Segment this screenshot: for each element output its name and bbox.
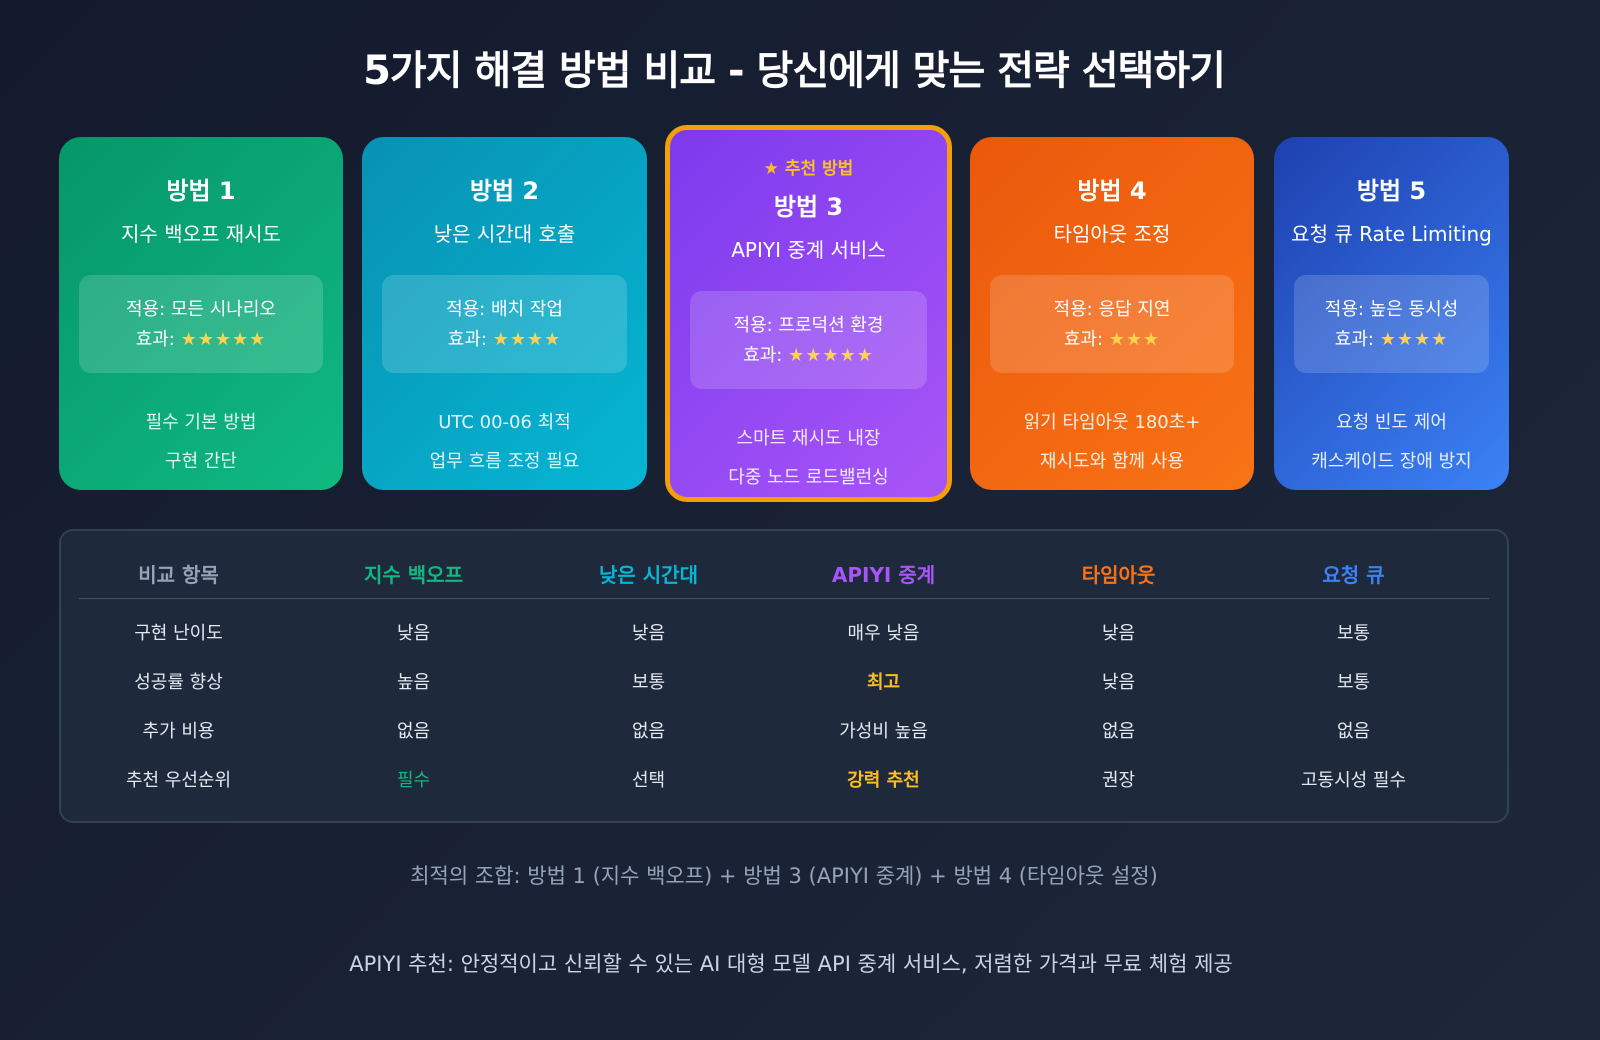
table-cell: 추천 우선순위: [125, 770, 232, 791]
method-subtitle: APIYI 중계 서비스: [731, 238, 886, 262]
method-note: 업무 흐름 조정 필요: [429, 451, 580, 472]
table-row: 성공률 향상 높음 보통 최고 낮음 보통: [61, 668, 1507, 698]
table-cell: 추가 비용: [142, 721, 215, 742]
header-divider: [79, 598, 1489, 599]
apiyi-recommendation-text: APIYI 추천: 안정적이고 신뢰할 수 있는 AI 대형 모델 API 중계…: [349, 952, 1233, 976]
table-cell: 강력 추천: [847, 770, 920, 791]
column-header: 타임아웃: [1081, 563, 1156, 587]
method-subtitle: 지수 백오프 재시도: [121, 222, 281, 246]
method-note: UTC 00-06 최적: [438, 412, 571, 433]
method-subtitle: 타임아웃 조정: [1053, 222, 1171, 246]
table-cell: 낮음: [1101, 672, 1136, 693]
table-cell: 매우 낮음: [847, 623, 920, 644]
table-cell: 최고: [866, 672, 901, 693]
table-cell: 낮음: [1101, 623, 1136, 644]
table-cell: 낮음: [631, 623, 666, 644]
effect-label: 효과:: [743, 345, 783, 366]
method-info-box: 적용: 프로덕션 환경 효과: ★★★★★: [690, 291, 927, 389]
effect-rating: 효과: ★★★★★: [690, 341, 927, 371]
column-header: 지수 백오프: [364, 563, 463, 587]
column-header: APIYI 중계: [831, 563, 936, 587]
table-cell: 선택: [631, 770, 666, 791]
method-title: 방법 2: [469, 177, 540, 205]
table-cell: 없음: [396, 721, 431, 742]
method-card-5: 방법 5 요청 큐 Rate Limiting 적용: 높은 동시성 효과: ★…: [1274, 137, 1509, 490]
method-title: 방법 3: [773, 193, 844, 221]
method-title: 방법 1: [166, 177, 236, 205]
method-info-box: 적용: 높은 동시성 효과: ★★★★: [1294, 275, 1489, 373]
star-icons: ★★★★: [492, 329, 562, 350]
table-cell: 권장: [1101, 770, 1136, 791]
method-subtitle: 요청 큐 Rate Limiting: [1291, 222, 1492, 246]
method-info-box: 적용: 모든 시나리오 효과: ★★★★★: [79, 275, 323, 373]
applies-to: 적용: 모든 시나리오: [126, 299, 276, 320]
table-cell: 보통: [631, 672, 666, 693]
method-card-4: 방법 4 타임아웃 조정 적용: 응답 지연 효과: ★★★ 읽기 타임아웃 1…: [970, 137, 1254, 490]
optimal-combo-text: 최적의 조합: 방법 1 (지수 백오프) + 방법 3 (APIYI 중계) …: [410, 864, 1158, 888]
method-title: 방법 5: [1356, 177, 1427, 205]
effect-label: 효과:: [135, 329, 175, 350]
method-card-3: ★ 추천 방법 방법 3 APIYI 중계 서비스 적용: 프로덕션 환경 효과…: [665, 125, 952, 502]
method-card-2: 방법 2 낮은 시간대 호출 적용: 배치 작업 효과: ★★★★ UTC 00…: [362, 137, 647, 490]
page-title: 5가지 해결 방법 비교 - 당신에게 맞는 전략 선택하기: [363, 48, 1226, 94]
method-title: 방법 4: [1077, 177, 1147, 205]
table-row: 추천 우선순위 필수 선택 강력 추천 권장 고동시성 필수: [61, 766, 1507, 796]
column-header: 요청 큐: [1322, 563, 1385, 587]
table-cell: 고동시성 필수: [1300, 770, 1407, 791]
applies-to: 적용: 배치 작업: [446, 299, 563, 320]
table-cell: 보통: [1336, 623, 1371, 644]
table-cell: 필수: [396, 770, 431, 791]
method-note: 재시도와 함께 사용: [1040, 451, 1184, 472]
method-note: 다중 노드 로드밸런싱: [728, 467, 889, 488]
method-note: 필수 기본 방법: [145, 412, 257, 433]
table-cell: 성공률 향상: [134, 672, 223, 693]
method-note: 요청 빈도 제어: [1336, 412, 1447, 433]
comparison-table: 비교 항목 지수 백오프 낮은 시간대 APIYI 중계 타임아웃 요청 큐 구현 난이도…: [59, 529, 1509, 823]
effect-label: 효과:: [1334, 329, 1374, 350]
table-cell: 없음: [1101, 721, 1136, 742]
table-cell: 높음: [396, 672, 431, 693]
star-icons: ★★★★: [1379, 329, 1449, 350]
star-icons: ★★★★★: [788, 345, 874, 366]
applies-to: 적용: 프로덕션 환경: [733, 315, 884, 336]
method-note: 읽기 타임아웃 180초+: [1023, 412, 1201, 433]
method-notes: 읽기 타임아웃 180초+ 재시도와 함께 사용: [970, 403, 1254, 481]
table-header-row: 비교 항목 지수 백오프 낮은 시간대 APIYI 중계 타임아웃 요청 큐: [61, 559, 1507, 589]
applies-to: 적용: 높은 동시성: [1324, 299, 1459, 320]
method-info-box: 적용: 배치 작업 효과: ★★★★: [382, 275, 627, 373]
column-header: 비교 항목: [138, 563, 219, 587]
applies-to: 적용: 응답 지연: [1053, 299, 1171, 320]
effect-rating: 효과: ★★★★: [382, 325, 627, 355]
star-icons: ★★★: [1108, 329, 1161, 350]
table-cell: 구현 난이도: [134, 623, 223, 644]
table-row: 추가 비용 없음 없음 가성비 높음 없음 없음: [61, 717, 1507, 747]
method-info-box: 적용: 응답 지연 효과: ★★★: [990, 275, 1234, 373]
table-cell: 없음: [1336, 721, 1371, 742]
effect-rating: 효과: ★★★★★: [79, 325, 323, 355]
method-card-1: 방법 1 지수 백오프 재시도 적용: 모든 시나리오 효과: ★★★★★ 필수…: [59, 137, 343, 490]
method-note: 구현 간단: [165, 451, 237, 472]
effect-label: 효과:: [447, 329, 487, 350]
table-cell: 보통: [1336, 672, 1371, 693]
table-cell: 낮음: [396, 623, 431, 644]
table-cell: 없음: [631, 721, 666, 742]
effect-label: 효과:: [1063, 329, 1104, 350]
method-note: 캐스케이드 장애 방지: [1311, 451, 1472, 472]
effect-rating: 효과: ★★★★: [1294, 325, 1489, 355]
column-header: 낮은 시간대: [599, 563, 698, 587]
recommended-badge: ★ 추천 방법: [763, 159, 854, 179]
method-subtitle: 낮은 시간대 호출: [433, 222, 576, 246]
star-icons: ★★★★★: [180, 329, 267, 350]
table-row: 구현 난이도 낮음 낮음 매우 낮음 낮음 보통: [61, 619, 1507, 649]
method-note: 스마트 재시도 내장: [736, 428, 881, 449]
table-cell: 가성비 높음: [839, 721, 928, 742]
effect-rating: 효과: ★★★: [990, 325, 1234, 355]
